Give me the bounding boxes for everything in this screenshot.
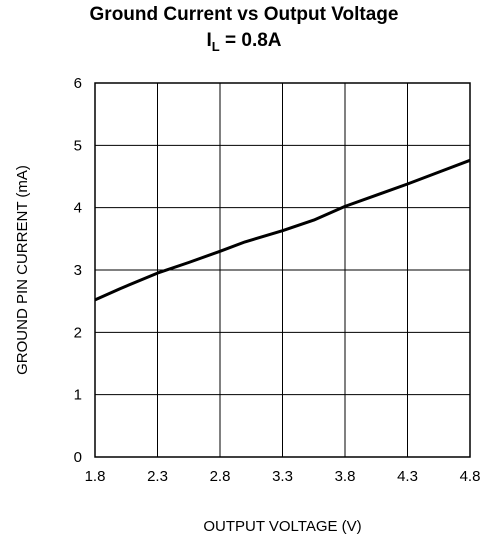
series-group: [94, 158, 471, 302]
x-tick-label: 3.8: [335, 468, 356, 485]
y-axis-ticks: 0 1 2 3 4 5 6: [74, 75, 82, 466]
chart-subtitle: IL = 0.8A: [0, 30, 488, 54]
subtitle-subscript: L: [211, 39, 220, 54]
y-tick-label: 2: [74, 324, 82, 341]
x-tick-label: 2.8: [210, 468, 231, 485]
plot-frame: [94, 82, 471, 458]
subtitle-value: = 0.8A: [219, 30, 282, 51]
x-tick-label: 4.3: [397, 468, 418, 485]
x-axis-ticks: 1.8 2.3 2.8 3.3 3.8 4.3 4.8: [85, 468, 481, 485]
x-tick-label: 1.8: [85, 468, 106, 485]
x-tick-label: 2.3: [147, 468, 168, 485]
x-axis-label: OUTPUT VOLTAGE (V): [203, 518, 361, 535]
series-line: [94, 158, 471, 302]
y-tick-label: 5: [74, 137, 82, 154]
chart-title: Ground Current vs Output Voltage: [89, 4, 399, 25]
subtitle-symbol: I: [206, 30, 212, 51]
y-tick-label: 1: [74, 387, 82, 404]
y-tick-label: 6: [74, 75, 82, 92]
y-tick-label: 4: [74, 200, 82, 217]
x-tick-label: 3.3: [272, 468, 293, 485]
grid: [94, 82, 471, 458]
x-tick-label: 4.8: [460, 468, 481, 485]
y-axis-label: GROUND PIN CURRENT (mA): [14, 165, 31, 375]
y-tick-label: 3: [74, 262, 82, 279]
y-tick-label: 0: [74, 449, 82, 466]
